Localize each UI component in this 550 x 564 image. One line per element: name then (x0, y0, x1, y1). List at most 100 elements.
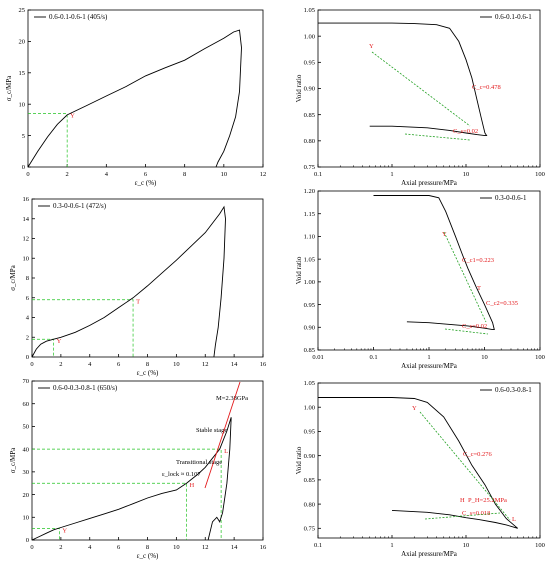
x-tick-label: 12 (260, 171, 267, 178)
x-tick-label: 100 (535, 171, 545, 178)
y-tick-label: 5 (22, 133, 25, 140)
data-series-line (31, 417, 232, 541)
y-axis-title: Void ratio (295, 446, 303, 474)
x-tick-label: 1 (390, 171, 393, 178)
x-tick-label: 0.1 (314, 542, 322, 549)
annotation: M=2.38GPa (216, 395, 248, 402)
y-tick-label: 14 (23, 216, 30, 223)
point-label: Y (70, 113, 75, 120)
legend-label: 0.3-0-0.6-1 (472/s) (53, 202, 107, 210)
annotation: Stable stage (196, 427, 227, 434)
y-tick-label: 0 (22, 164, 25, 171)
chart-panel-5: 0 2 4 6 8 10 12 14 16 0 10 20 30 40 50 60 70 ε_c (%) σ_c/M… (9, 378, 267, 560)
y-tick-label: 8 (26, 275, 29, 282)
x-tick-label: 10 (481, 354, 488, 361)
y-axis-title: Void ratio (295, 256, 303, 284)
x-tick-label: 0 (26, 171, 29, 178)
y-tick-label: 1.15 (304, 211, 315, 218)
y-tick-label: 10 (23, 255, 30, 262)
plot-frame (317, 9, 541, 168)
fit-lines (204, 51, 511, 521)
y-tick-label: 1.00 (304, 404, 315, 411)
annotation: Y (442, 231, 447, 238)
guide-line (32, 338, 55, 357)
x-tick-label: 4 (88, 361, 92, 368)
point-label: H (189, 482, 194, 489)
x-tick-label: 0 (30, 361, 33, 368)
y-tick-label: 1.20 (304, 188, 315, 195)
data-series-line (27, 29, 242, 168)
annotation: C_s=0.02 (462, 323, 487, 330)
x-tick-label: 1 (427, 354, 430, 361)
y-tick-label: 1.05 (304, 380, 315, 387)
x-tick-label: 10 (463, 171, 470, 178)
annotation: C_c2=0.335 (486, 300, 518, 307)
chart-panel-3: 0 2 4 6 8 10 12 14 16 0 2 4 6 8 10 12 14 16 ε_c (%) σ_c/MPa… (9, 196, 267, 377)
y-tick-label: 0.80 (304, 138, 315, 145)
guide-line (32, 482, 187, 540)
y-tick-label: 0.80 (304, 501, 315, 508)
y-tick-label: 50 (23, 424, 30, 431)
y-tick-label: 12 (23, 236, 30, 243)
x-tick-label: 10 (463, 542, 470, 549)
plot-frame (31, 380, 264, 541)
x-tick-label: 14 (231, 361, 238, 368)
legend-label: 0.6-0.1-0.6-1 (405/s) (49, 13, 108, 21)
x-tick-label: 6 (144, 171, 148, 178)
y-tick-label: 1.05 (304, 256, 315, 263)
y-tick-label: 1.05 (304, 7, 315, 14)
annotation: C_c=0.478 (472, 84, 501, 91)
y-tick-label: 30 (23, 469, 30, 476)
y-tick-label: 0 (26, 537, 29, 544)
y-tick-label: 1.10 (304, 234, 315, 241)
plot-frame (27, 9, 264, 168)
chart-panel-1: 0 2 4 6 8 10 12 0 5 10 15 20 25 ε_c (%) σ_c/MPa 0.6-0.1… (5, 7, 266, 187)
x-tick-label: 1 (390, 542, 393, 549)
x-tick-label: 6 (117, 361, 121, 368)
x-axis-title: Axial pressure/MPa (401, 362, 458, 370)
legend-label: 0.3-0-0.6-1 (495, 194, 527, 202)
y-axis-title: σ_c/MPa (9, 264, 17, 290)
x-tick-label: 0 (30, 544, 33, 551)
x-tick-label: 16 (260, 544, 267, 551)
annotation: L (512, 516, 516, 523)
y-tick-label: 40 (23, 446, 30, 453)
y-tick-label: 20 (23, 492, 30, 499)
x-tick-label: 100 (535, 354, 545, 361)
annotation: Transitional stage (176, 459, 222, 466)
annotation: Y (412, 405, 417, 412)
y-tick-label: 10 (19, 101, 26, 108)
chart-panel-2: 0.1 1 10 100 0.75 0.80 0.85 0.90 0.95 1.00 1.05 Axi… (295, 7, 545, 187)
y-tick-label: 70 (23, 378, 30, 385)
x-tick-label: 8 (183, 171, 186, 178)
x-tick-label: 4 (88, 544, 92, 551)
y-tick-label: 0.90 (304, 86, 315, 93)
point-label: Y (62, 528, 67, 535)
y-tick-label: 0.85 (304, 112, 315, 119)
plot-frame (317, 190, 541, 351)
y-tick-label: 1.00 (304, 279, 315, 286)
y-tick-label: 10 (23, 514, 30, 521)
y-tick-label: 0.75 (304, 526, 315, 533)
legend-label: 0.6-0-0.3-0.8-1 (650/s) (53, 384, 118, 392)
x-tick-label: 2 (59, 361, 62, 368)
x-tick-label: 0.1 (314, 171, 322, 178)
y-tick-label: 0.90 (304, 453, 315, 460)
x-tick-label: 2 (66, 171, 69, 178)
annotation: H (460, 497, 465, 504)
y-tick-label: 25 (19, 7, 26, 14)
y-tick-label: 0 (26, 354, 29, 361)
data-series-line (318, 397, 518, 529)
x-tick-label: 0.1 (369, 354, 377, 361)
annotation: C_c1=0.223 (462, 257, 494, 264)
x-tick-label: 12 (202, 361, 209, 368)
y-tick-label: 16 (23, 196, 30, 203)
annotation: T (477, 285, 481, 292)
compression-fit-line (419, 411, 511, 521)
x-tick-label: 4 (105, 171, 109, 178)
guide-line (32, 299, 134, 357)
x-tick-label: 12 (202, 544, 209, 551)
x-tick-label: 8 (146, 544, 149, 551)
guide-line (28, 113, 68, 167)
annotation: C_s=0.02 (453, 128, 478, 135)
